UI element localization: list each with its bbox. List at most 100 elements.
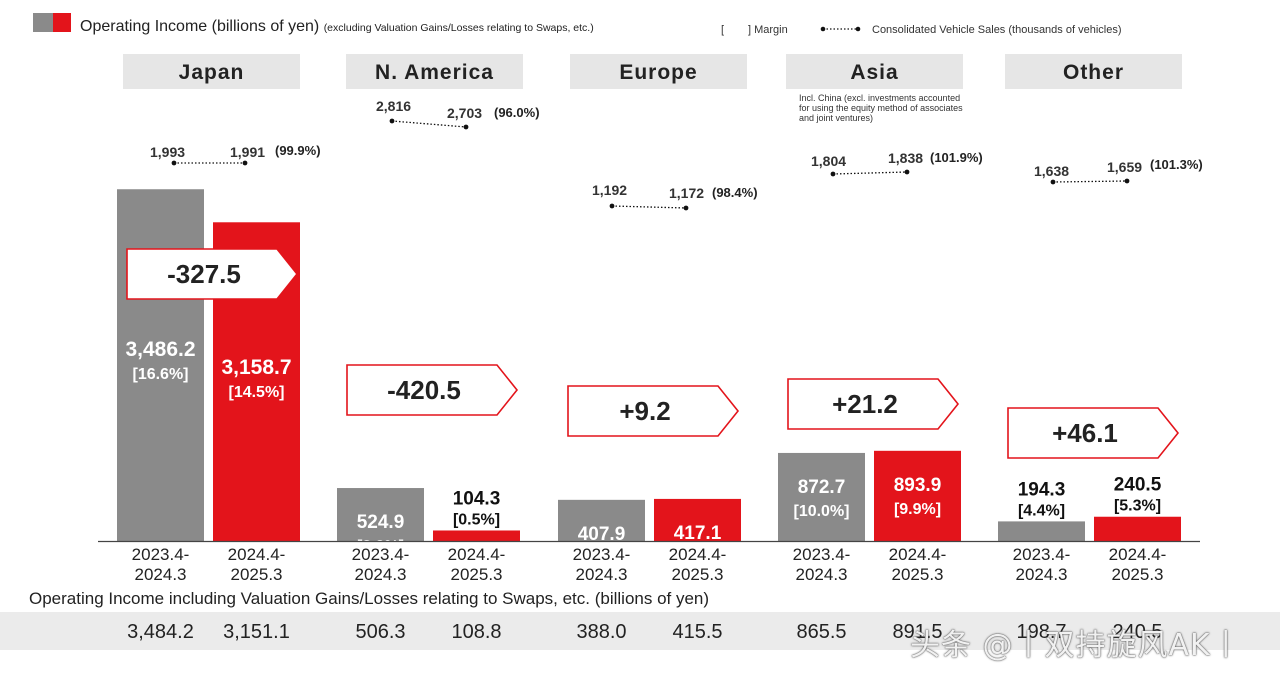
- period-label-top: 2023.4-: [132, 545, 190, 564]
- period-label-bottom: 2024.3: [576, 565, 628, 584]
- bottom-title: Operating Income including Valuation Gai…: [29, 589, 709, 608]
- change-arrow-box: [126, 248, 299, 300]
- bar-margin-label: [6.6%]: [674, 549, 721, 566]
- legend-sales-dot-right: [855, 26, 861, 32]
- bar: [117, 189, 204, 541]
- region-header-box: [123, 54, 300, 89]
- bar-margin-label: [0.5%]: [453, 511, 500, 528]
- asia-note-line-2: for using the equity method of associate…: [799, 103, 963, 113]
- bar-margin-label: [5.3%]: [1114, 498, 1161, 515]
- region-group-2: Europe 407.9 [7.2%]2023.4-2024.3 417.1 [6.6%…: [558, 54, 758, 584]
- sales-prior-label: 1,804: [811, 153, 846, 169]
- period-label-bottom: 2025.3: [672, 565, 724, 584]
- region-group-0: Japan 3,486.2 [16.6%] 2023.4-2024.3 3,158.7 […: [117, 54, 321, 584]
- bar: [998, 521, 1085, 541]
- bar-margin-label: [4.4%]: [1018, 502, 1065, 519]
- bar-value-label: 407.9: [578, 524, 626, 545]
- table-cell: 3,484.2: [127, 621, 194, 643]
- legend-main-label: Operating Income (billions of yen): [80, 18, 319, 35]
- sales-prior-label: 1,993: [150, 144, 185, 160]
- region-header-label: Japan: [179, 61, 245, 84]
- bar-value-label: 417.1: [674, 523, 722, 544]
- legend-main-note: (excluding Valuation Gains/Losses relati…: [324, 22, 594, 34]
- table-cell: 891.5: [892, 621, 942, 643]
- region-group-3: Asia 872.7 [10.0%] 2023.4-2024.3 893.9 [9.9%]…: [778, 54, 983, 584]
- change-label: +9.2: [619, 396, 670, 426]
- table-cell: 108.8: [451, 621, 501, 643]
- bar-margin-label: [2.9%]: [357, 538, 404, 555]
- table-cell: 865.5: [796, 621, 846, 643]
- sales-dot-current: [463, 124, 469, 130]
- region-header-box: [1005, 54, 1182, 89]
- region-header-label: Other: [1063, 61, 1124, 84]
- change-label: +21.2: [832, 389, 898, 419]
- period-label-top: 2024.4-: [228, 545, 286, 564]
- sales-dot-prior: [171, 160, 177, 166]
- plot-area: Japan3,486.2[16.6%]2023.4-2024.33,158.7[…: [117, 54, 1203, 584]
- sales-dot-prior: [389, 118, 395, 124]
- period-label-bottom: 2024.3: [1016, 565, 1068, 584]
- sales-dot-prior: [609, 203, 615, 209]
- sales-connector: [391, 120, 467, 128]
- bottom-table: 3,484.2 3,151.1 506.3 108.8 388.0 415.5 865.5 8…: [127, 621, 1162, 643]
- period-label-bottom: 2024.3: [796, 565, 848, 584]
- period-label-top: 2023.4-: [573, 545, 631, 564]
- sales-ratio-label: (98.4%): [712, 185, 758, 200]
- bar-value-label: 3,158.7: [221, 356, 291, 379]
- asia-note-line-1: Incl. China (excl. investments accounted: [799, 93, 960, 103]
- sales-connector: [832, 171, 908, 175]
- change-arrow-box: [567, 385, 740, 437]
- period-label-top: 2023.4-: [352, 545, 410, 564]
- period-label-top: 2024.4-: [889, 545, 947, 564]
- period-label-bottom: 2025.3: [892, 565, 944, 584]
- change-arrow-box: [346, 364, 519, 416]
- sales-ratio-label: (101.3%): [1150, 157, 1203, 172]
- period-label-top: 2024.4-: [1109, 545, 1167, 564]
- legend-swatch-current: [53, 13, 71, 32]
- sales-connector: [1052, 180, 1128, 183]
- bar: [874, 450, 961, 541]
- table-cell: 3,151.1: [223, 621, 290, 643]
- sales-dot-current: [1124, 178, 1130, 184]
- change-label: -420.5: [387, 375, 461, 405]
- period-label-bottom: 2025.3: [1112, 565, 1164, 584]
- period-label-top: 2023.4-: [793, 545, 851, 564]
- table-cell: 415.5: [672, 621, 722, 643]
- legend-sales-dot-left: [820, 26, 826, 32]
- sales-ratio-label: (101.9%): [930, 150, 983, 165]
- region-header-label: N. America: [375, 61, 494, 84]
- region-group-1: N. America 524.9 [2.9%]2023.4-2024.3 104.3 […: [337, 54, 540, 584]
- sales-dot-current: [683, 205, 689, 211]
- watermark: 头条 @丨双持旋风AK丨: [910, 628, 1242, 663]
- period-label-bottom: 2025.3: [451, 565, 503, 584]
- bar-value-label: 3,486.2: [125, 338, 195, 361]
- bar: [654, 498, 741, 541]
- sales-connector: [611, 205, 687, 209]
- asia-note-line-3: and joint ventures): [799, 113, 873, 123]
- bar-margin-label: [16.6%]: [132, 366, 188, 383]
- legend-margin-open: [: [721, 24, 724, 36]
- legend-margin-close: ] Margin: [748, 24, 788, 36]
- period-label-bottom: 2025.3: [231, 565, 283, 584]
- legend-main: Operating Income (billions of yen) (excl…: [80, 18, 594, 35]
- table-cell: 388.0: [576, 621, 626, 643]
- bar-value-label: 240.5: [1114, 475, 1162, 496]
- sales-current-label: 1,838: [888, 150, 923, 166]
- region-header-label: Asia: [850, 61, 898, 84]
- bar-value-label: 893.9: [894, 475, 942, 496]
- region-header-box: [346, 54, 523, 89]
- period-label-bottom: 2024.3: [135, 565, 187, 584]
- change-label: +46.1: [1052, 418, 1118, 448]
- bar-margin-label: [9.9%]: [894, 501, 941, 518]
- bar: [778, 452, 865, 541]
- region-header-box: [786, 54, 963, 89]
- region-header-label: Europe: [619, 61, 697, 84]
- bar: [337, 488, 424, 541]
- sales-current-label: 2,703: [447, 105, 482, 121]
- bar-value-label: 524.9: [357, 512, 405, 533]
- bar-value-label: 872.7: [798, 477, 846, 498]
- period-label-bottom: 2024.3: [355, 565, 407, 584]
- bar-margin-label: [7.2%]: [578, 550, 625, 567]
- sales-dot-current: [904, 169, 910, 175]
